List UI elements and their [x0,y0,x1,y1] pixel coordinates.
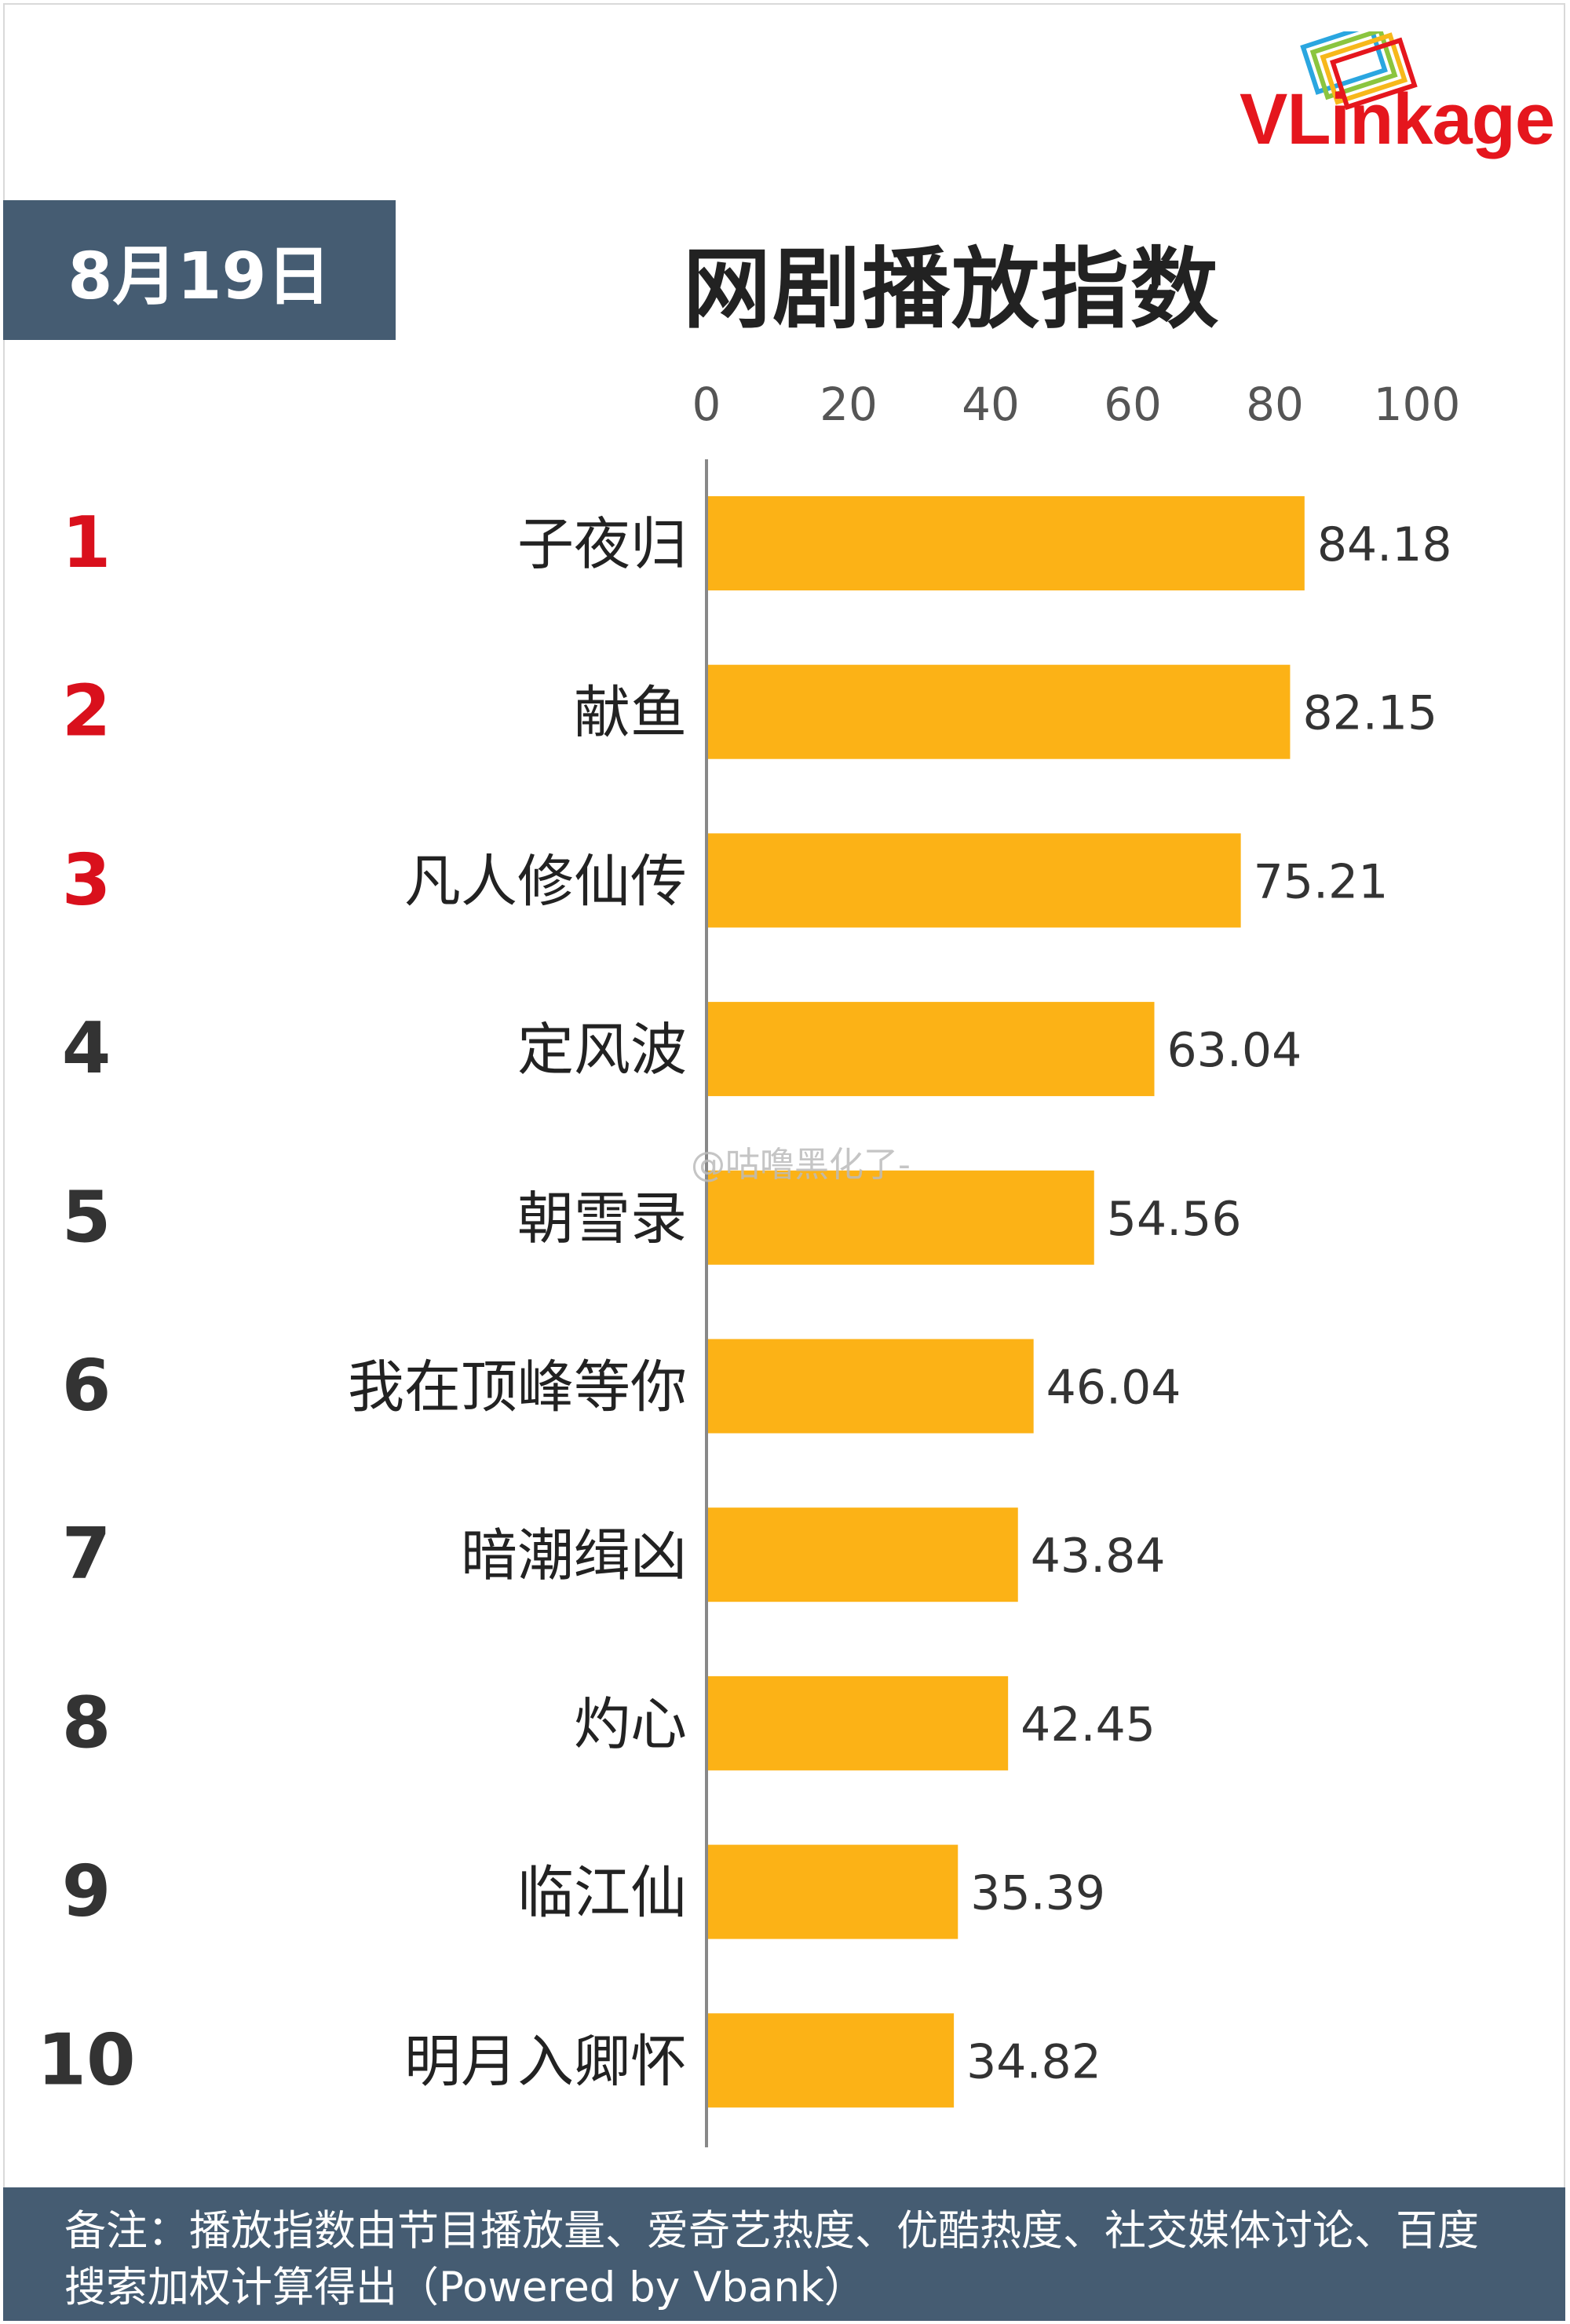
value-label: 84.18 [1317,517,1452,572]
x-tick-label: 20 [820,378,878,431]
bar [708,1002,1155,1097]
footer-note: 备注：播放指数由节目播放量、爱奇艺热度、优酷热度、社交媒体讨论、百度搜索加权计算… [3,2187,1565,2321]
brand-name: VLinkage [1239,79,1555,159]
x-tick-label: 60 [1104,378,1162,431]
chart-title: 网剧播放指数 [683,239,1220,341]
x-tick-label: 100 [1374,378,1461,431]
bar [708,1339,1034,1434]
value-label: 82.15 [1302,686,1437,741]
rank-label: 6 [62,1345,111,1427]
rank-label: 8 [62,1682,111,1764]
rank-label: 1 [62,502,111,584]
date-badge: 8月19日 [3,200,396,340]
category-label: 暗潮缉凶 [461,1522,687,1588]
category-label: 定风波 [517,1017,687,1083]
bar-chart: 0 20 40 60 80 100 1 子夜归 84.18 2 献鱼 82.15 3 凡人修仙传 75.21… [37,378,1461,2147]
value-label: 54.56 [1107,1192,1242,1247]
bar [708,2013,955,2108]
x-tick-label: 80 [1246,378,1304,431]
logo-icon [1300,22,1418,111]
category-label: 临江仙 [517,1860,687,1926]
x-tick-label: 40 [962,378,1020,431]
value-label: 43.84 [1031,1529,1166,1584]
brand-logo: VLinkage [1178,22,1555,173]
bar [708,496,1305,590]
rank-label: 5 [62,1176,111,1259]
rank-label: 7 [62,1513,111,1595]
category-label: 朝雪录 [517,1186,687,1252]
value-label: 46.04 [1046,1361,1181,1416]
bar [708,1170,1094,1265]
value-label: 63.04 [1167,1023,1302,1078]
rank-label: 3 [62,839,111,921]
category-label: 凡人修仙传 [404,848,687,914]
value-label: 34.82 [966,2034,1101,2089]
value-label: 42.45 [1020,1697,1156,1752]
value-label: 75.21 [1254,854,1389,909]
category-label: 子夜归 [517,511,687,577]
value-label: 35.39 [970,1866,1105,1921]
category-label: 灼心 [574,1691,687,1757]
bar [708,1844,958,1939]
rank-label: 2 [62,671,111,753]
bar [708,1507,1018,1602]
x-tick-label: 0 [692,378,721,431]
rank-label: 10 [37,2019,135,2101]
bar [708,1675,1009,1770]
category-label: 我在顶峰等你 [348,1354,687,1420]
bar [708,664,1291,759]
category-label: 献鱼 [574,680,687,746]
rank-label: 9 [62,1851,111,1933]
category-label: 明月入卿怀 [404,2028,687,2094]
watermark: @咕噜黑化了- [691,1145,911,1185]
rank-label: 4 [62,1007,111,1090]
bar [708,833,1241,928]
